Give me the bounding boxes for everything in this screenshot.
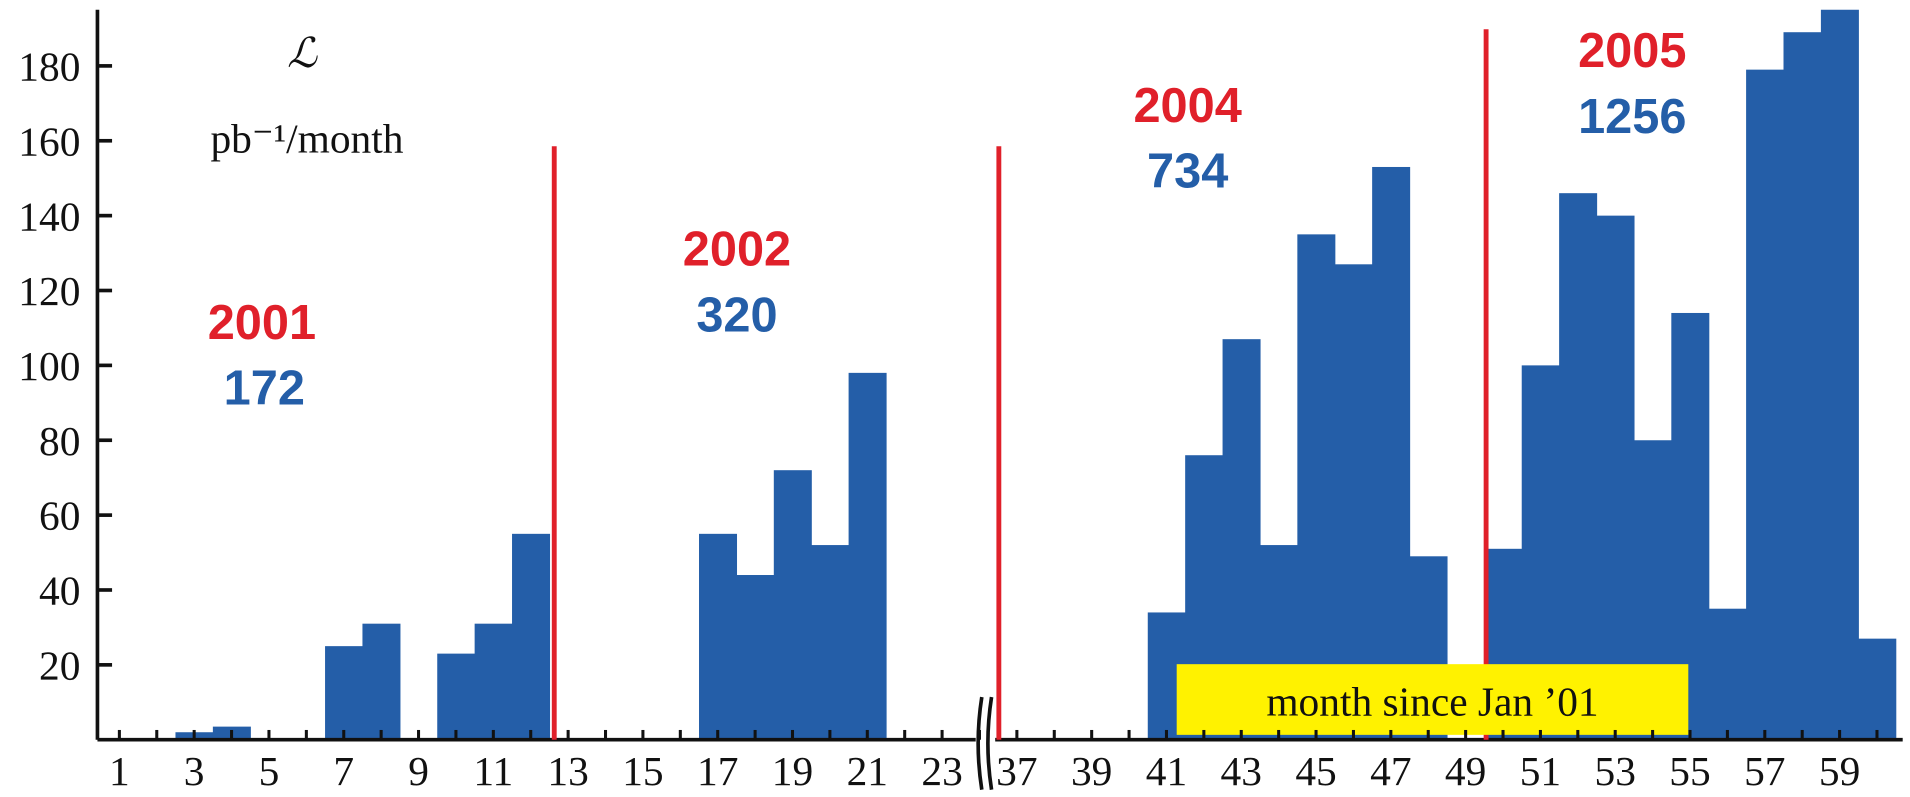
x-tick-label: 13 [547, 748, 588, 794]
x-tick-label: 51 [1520, 748, 1561, 794]
bar [699, 533, 738, 740]
y-tick-label: 160 [18, 118, 80, 164]
x-tick-label: 47 [1370, 748, 1411, 794]
x-tick-label: 23 [921, 748, 962, 794]
x-tick-label: 49 [1445, 748, 1486, 794]
x-tick-label: 53 [1595, 748, 1636, 794]
bar [1334, 264, 1373, 740]
y-tick-label: 100 [18, 343, 80, 389]
x-tick-label: 3 [184, 748, 205, 794]
year-total: 172 [224, 362, 305, 416]
bar [773, 470, 812, 740]
x-label-box [1176, 664, 1689, 735]
year-label: 2004 [1133, 79, 1241, 133]
x-tick-label: 43 [1221, 748, 1262, 794]
x-tick-label: 41 [1146, 748, 1187, 794]
year-total: 320 [696, 288, 777, 342]
x-tick-label: 9 [408, 748, 429, 794]
x-tick-label: 59 [1819, 748, 1860, 794]
x-tick-label: 55 [1669, 748, 1710, 794]
x-tick-label: 7 [333, 748, 354, 794]
year-total: 1256 [1578, 90, 1686, 144]
bar [1559, 193, 1598, 740]
x-tick-label: 17 [697, 748, 738, 794]
x-label: month since Jan ’01 [1266, 678, 1598, 724]
y-tick-label: 40 [39, 568, 80, 614]
y-tick-label: 80 [39, 418, 80, 464]
y-label: pb⁻¹/month [210, 115, 403, 161]
year-label: 2001 [208, 296, 316, 350]
bar [1783, 32, 1822, 740]
bar [512, 533, 551, 740]
y-tick-label: 140 [18, 193, 80, 239]
y-tick-label: 60 [39, 493, 80, 539]
y-tick-label: 20 [39, 642, 80, 688]
bar [362, 623, 401, 740]
x-tick-label: 39 [1071, 748, 1112, 794]
y-label-symbol: ℒ [287, 30, 318, 76]
year-label: 2005 [1578, 24, 1686, 78]
bar [437, 653, 476, 740]
bar [1596, 215, 1635, 740]
bar [811, 545, 850, 740]
x-tick-label: 15 [622, 748, 663, 794]
x-tick-label: 11 [473, 748, 513, 794]
year-label: 2002 [683, 223, 791, 277]
axis-break [976, 696, 994, 790]
bar [848, 372, 887, 740]
bar [1708, 608, 1747, 740]
x-tick-label: 21 [847, 748, 888, 794]
y-tick-label: 120 [18, 268, 80, 314]
x-tick-label: 45 [1295, 748, 1336, 794]
bar [1372, 166, 1411, 740]
bar [1820, 9, 1859, 740]
year-total: 734 [1147, 145, 1228, 199]
x-tick-label: 1 [109, 748, 130, 794]
bar [474, 623, 513, 740]
bar [1858, 638, 1897, 740]
x-tick-label: 5 [259, 748, 280, 794]
bar [736, 575, 775, 740]
bar [325, 646, 364, 740]
bar [1297, 234, 1336, 740]
x-tick-label: 19 [772, 748, 813, 794]
y-tick-label: 180 [18, 44, 80, 90]
x-tick-label: 37 [996, 748, 1037, 794]
x-tick-label: 57 [1744, 748, 1785, 794]
bar [1746, 69, 1785, 740]
